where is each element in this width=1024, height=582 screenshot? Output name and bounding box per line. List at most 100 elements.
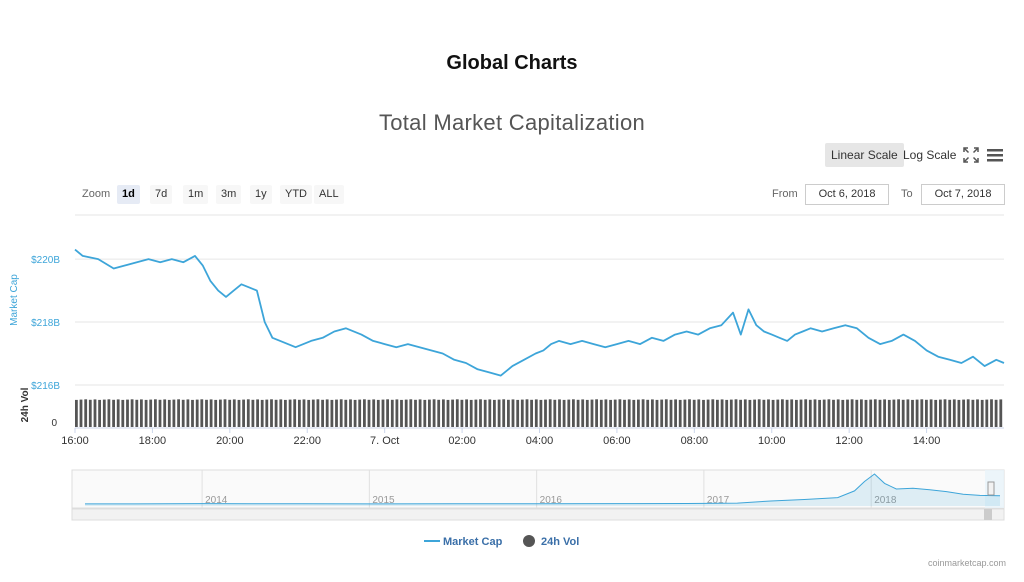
volume-bar <box>451 399 454 427</box>
range-button-all[interactable]: ALL <box>314 185 344 204</box>
volume-bar <box>349 399 352 427</box>
volume-bar <box>674 399 677 427</box>
volume-bar <box>279 399 283 427</box>
x-tick-label-0: 16:00 <box>61 435 89 447</box>
volume-bar <box>144 399 148 427</box>
volume-bar <box>539 399 543 427</box>
range-button-1d[interactable]: 1d <box>117 185 140 204</box>
volume-bar <box>990 399 993 427</box>
volume-bar <box>994 399 998 427</box>
volume-bar <box>372 399 376 427</box>
y-tick-label-0: $216B <box>31 381 60 392</box>
volume-bar <box>84 399 88 427</box>
range-button-1m[interactable]: 1m <box>183 185 209 204</box>
linear-scale-button[interactable]: Linear Scale <box>825 143 904 167</box>
range-button-3m[interactable]: 3m <box>216 185 242 204</box>
navigator-year-grid: 2014 2015 2016 2017 2018 <box>201 470 897 508</box>
volume-bar <box>260 399 264 427</box>
volume-bar <box>130 399 134 427</box>
volume-bar <box>739 399 742 427</box>
volume-bar <box>274 399 278 427</box>
volume-bar <box>572 399 575 427</box>
volume-bar <box>962 399 965 427</box>
volume-bar <box>242 399 245 427</box>
volume-bar <box>75 399 78 427</box>
volume-bar <box>585 399 589 427</box>
volume-bar <box>771 399 775 427</box>
volume-bar <box>618 399 622 427</box>
volume-bar <box>795 399 798 427</box>
volume-bar <box>767 399 770 427</box>
volume-bar <box>163 399 167 427</box>
volume-bar <box>934 399 938 427</box>
volume-bar <box>901 399 905 427</box>
volume-bar <box>850 399 854 427</box>
x-tick-label-10: 12:00 <box>835 435 863 447</box>
volume-bar <box>437 399 441 427</box>
range-button-1y[interactable]: 1y <box>250 185 272 204</box>
volume-bar <box>497 399 501 427</box>
volume-bar <box>325 399 329 427</box>
fullscreen-icon[interactable] <box>961 145 981 165</box>
volume-bar <box>455 399 459 427</box>
volume-bar <box>683 399 687 427</box>
volume-bar <box>177 399 180 427</box>
volume-bar <box>873 399 877 427</box>
page-title: Global Charts <box>446 52 578 74</box>
volume-bar <box>181 399 185 427</box>
navigator-scroll-thumb <box>984 509 992 520</box>
volume-bar <box>219 399 222 427</box>
volume-bar <box>790 399 794 427</box>
volume-bar <box>344 399 348 427</box>
volume-bar <box>339 399 343 427</box>
navigator-line <box>85 473 1001 505</box>
x-tick-label-1: 18:00 <box>139 435 167 447</box>
volume-bar <box>112 399 115 427</box>
log-scale-button[interactable]: Log Scale <box>903 148 957 162</box>
navigator-handle <box>987 481 995 496</box>
volume-bar <box>265 399 269 427</box>
volume-bar <box>920 399 924 427</box>
to-date-input[interactable]: Oct 7, 2018 <box>921 184 1005 205</box>
volume-bar <box>632 399 636 427</box>
volume-bar <box>460 399 464 427</box>
volume-bar <box>311 399 315 427</box>
volume-bar <box>776 399 780 427</box>
volume-bar <box>358 399 362 427</box>
volume-bar <box>493 399 496 427</box>
volume-bar <box>980 399 984 427</box>
volume-bar <box>599 399 603 427</box>
range-button-7d[interactable]: 7d <box>150 185 173 204</box>
y-axis-title-24h-vol: 24h Vol <box>20 387 31 422</box>
volume-bar <box>395 399 399 427</box>
volume-bar <box>214 399 218 427</box>
navigator-year-label-3: 2017 <box>707 495 730 506</box>
volume-bar <box>404 399 408 427</box>
y-tick-label-1: $218B <box>31 318 60 329</box>
y-tick-label-vol-zero: 0 <box>51 418 57 429</box>
volume-bar <box>818 399 821 427</box>
from-date-input[interactable]: Oct 6, 2018 <box>805 184 889 205</box>
hamburger-menu-icon[interactable] <box>985 145 1005 165</box>
range-button-ytd[interactable]: YTD <box>280 185 312 204</box>
to-label: To <box>901 188 913 200</box>
volume-bar <box>785 399 789 427</box>
legend-market-cap-label: Market Cap <box>443 536 503 548</box>
volume-bar <box>140 399 143 427</box>
volume-bar <box>929 399 933 427</box>
volume-bar <box>562 399 566 427</box>
x-tick-label-2: 20:00 <box>216 435 244 447</box>
volume-bar <box>688 399 691 427</box>
x-tick-label-11: 14:00 <box>913 435 941 447</box>
volume-bar <box>836 399 840 427</box>
zoom-label: Zoom <box>82 188 111 200</box>
fullscreen-icon-graphic <box>963 147 979 163</box>
volume-bar <box>488 399 492 427</box>
volume-bar <box>576 399 580 427</box>
volume-bar <box>418 399 422 427</box>
volume-bar <box>697 399 701 427</box>
navigator-year-label-4: 2018 <box>874 495 897 506</box>
volume-bar <box>367 399 371 427</box>
volume-bar <box>409 399 413 427</box>
